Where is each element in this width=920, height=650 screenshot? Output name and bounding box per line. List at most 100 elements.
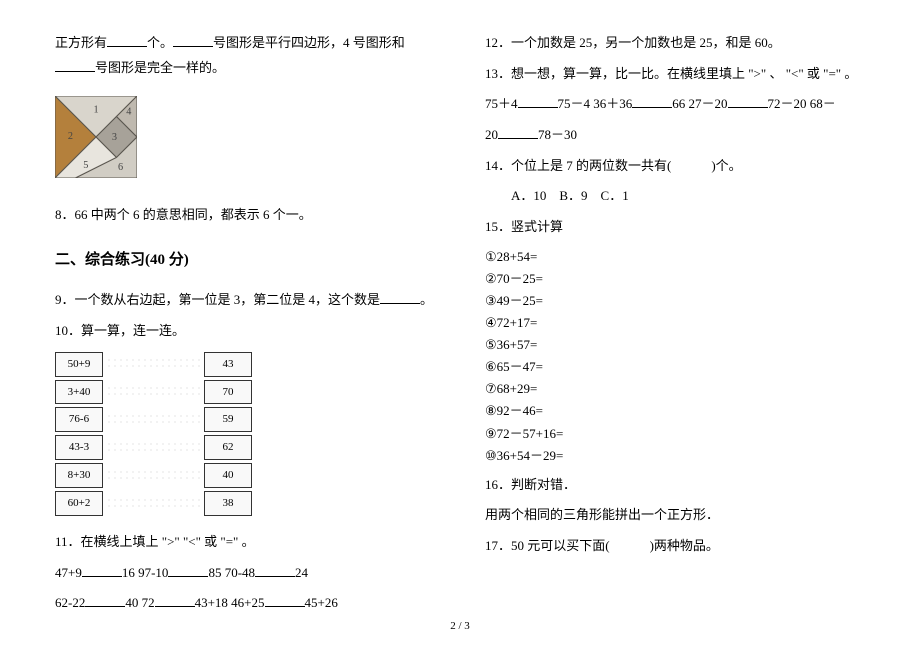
match-right-box: 38	[204, 491, 252, 516]
q10: 10．算一算，连一连。	[55, 319, 435, 344]
text: 75－4 36＋36	[558, 96, 633, 111]
table-row: 8+30 40	[55, 463, 435, 488]
q15: 15．竖式计算	[485, 215, 865, 240]
table-row: 76-6 59	[55, 407, 435, 432]
blank[interactable]	[155, 592, 195, 607]
text: )个。	[711, 158, 741, 173]
match-left-box: 60+2	[55, 491, 103, 516]
text: 78－30	[538, 127, 577, 142]
match-left-box: 3+40	[55, 380, 103, 405]
tangram-figure: 1 2 3 4 5 6	[55, 96, 137, 187]
q16-body: 用两个相同的三角形能拼出一个正方形．	[485, 503, 865, 528]
q11-row1: 47+916 97-1085 70-4824	[55, 561, 435, 586]
text: 66 27－20	[672, 96, 727, 111]
text: 85 70-48	[208, 565, 255, 580]
table-row: 3+40 70	[55, 380, 435, 405]
q12: 12．一个加数是 25，另一个加数也是 25，和是 60。	[485, 31, 865, 56]
text: 14．个位上是 7 的两位数一共有(	[485, 158, 671, 173]
svg-text:4: 4	[126, 107, 131, 118]
blank[interactable]	[173, 32, 213, 47]
blank[interactable]	[518, 93, 558, 108]
list-item: ⑥65－47=	[485, 356, 865, 378]
blank[interactable]	[55, 57, 95, 72]
q16: 16．判断对错．	[485, 473, 865, 498]
list-item: ⑧92－46=	[485, 400, 865, 422]
match-gap[interactable]	[106, 357, 201, 371]
q15-list: ①28+54= ②70－25= ③49－25= ④72+17= ⑤36+57= …	[485, 246, 865, 467]
list-item: ②70－25=	[485, 268, 865, 290]
blank[interactable]	[632, 93, 672, 108]
svg-text:5: 5	[83, 160, 88, 171]
match-right-box: 62	[204, 435, 252, 460]
section-heading: 二、综合练习(40 分)	[55, 246, 435, 275]
table-row: 50+9 43	[55, 352, 435, 377]
match-gap[interactable]	[106, 385, 201, 399]
text: 72－20 68－	[768, 96, 836, 111]
match-left-box: 76-6	[55, 407, 103, 432]
list-item: ③49－25=	[485, 290, 865, 312]
q11-row2: 62-2240 7243+18 46+2545+26	[55, 591, 435, 616]
text: 62-22	[55, 595, 85, 610]
match-right-box: 40	[204, 463, 252, 488]
match-left-box: 8+30	[55, 463, 103, 488]
blank[interactable]	[498, 124, 538, 139]
blank[interactable]	[168, 562, 208, 577]
text: 16 97-10	[122, 565, 169, 580]
q13-row1: 75＋4 75－4 36＋36 66 27－20 72－20 68－	[485, 92, 865, 117]
list-item: ④72+17=	[485, 312, 865, 334]
q9: 9．一个数从右边起，第一位是 3，第二位是 4，这个数是 。	[55, 288, 435, 313]
match-right-box: 70	[204, 380, 252, 405]
text: 号图形是平行四边形，4 号图形和	[213, 35, 405, 50]
match-gap[interactable]	[106, 441, 201, 455]
list-item: ⑤36+57=	[485, 334, 865, 356]
svg-text:2: 2	[68, 131, 73, 142]
match-left-box: 50+9	[55, 352, 103, 377]
match-right-box: 43	[204, 352, 252, 377]
list-item: ⑦68+29=	[485, 378, 865, 400]
blank[interactable]	[255, 562, 295, 577]
text: 个。	[147, 35, 173, 50]
text: 。	[420, 292, 433, 307]
text: 17．50 元可以买下面(	[485, 538, 610, 553]
left-column: 正方形有 个。 号图形是平行四边形，4 号图形和 号图形是完全一样的。 1 2 3 …	[55, 25, 435, 622]
match-table: 50+9 43 3+40 70 76-6 59 43-3 62 8+30 40 60+2 3…	[55, 352, 435, 516]
blank[interactable]	[85, 592, 125, 607]
q14: 14．个位上是 7 的两位数一共有( )个。	[485, 154, 865, 179]
svg-text:3: 3	[112, 132, 117, 143]
blank[interactable]	[380, 289, 420, 304]
table-row: 60+2 38	[55, 491, 435, 516]
list-item: ①28+54=	[485, 246, 865, 268]
text: 9．一个数从右边起，第一位是 3，第二位是 4，这个数是	[55, 292, 380, 307]
text: 号图形是完全一样的。	[95, 60, 225, 75]
right-column: 12．一个加数是 25，另一个加数也是 25，和是 60。 13．想一想，算一算…	[485, 25, 865, 622]
blank[interactable]	[82, 562, 122, 577]
match-left-box: 43-3	[55, 435, 103, 460]
blank[interactable]	[265, 592, 305, 607]
match-right-box: 59	[204, 407, 252, 432]
q-square-fill: 正方形有 个。 号图形是平行四边形，4 号图形和 号图形是完全一样的。	[55, 31, 435, 80]
text: 24	[295, 565, 308, 580]
text: 75＋4	[485, 96, 518, 111]
page-footer: 2 / 3	[0, 620, 920, 632]
list-item: ⑩36+54－29=	[485, 445, 865, 467]
match-gap[interactable]	[106, 469, 201, 483]
text: 正方形有	[55, 35, 107, 50]
blank[interactable]	[728, 93, 768, 108]
match-gap[interactable]	[106, 413, 201, 427]
q8: 8．66 中两个 6 的意思相同，都表示 6 个一。	[55, 203, 435, 228]
q14-choices: A．10 B．9 C．1	[485, 184, 865, 209]
svg-text:1: 1	[93, 105, 98, 116]
text: 40 72	[125, 595, 154, 610]
match-gap[interactable]	[106, 497, 201, 511]
text: )两种物品。	[650, 538, 719, 553]
svg-text:6: 6	[118, 162, 123, 173]
q11: 11．在横线上填上 ">" "<" 或 "=" 。	[55, 530, 435, 555]
page-body: 正方形有 个。 号图形是平行四边形，4 号图形和 号图形是完全一样的。 1 2 3 …	[0, 0, 920, 632]
table-row: 43-3 62	[55, 435, 435, 460]
blank[interactable]	[107, 32, 147, 47]
text: 20	[485, 127, 498, 142]
list-item: ⑨72－57+16=	[485, 423, 865, 445]
q17: 17．50 元可以买下面( )两种物品。	[485, 534, 865, 559]
text: 45+26	[305, 595, 338, 610]
q13-row2: 20 78－30	[485, 123, 865, 148]
